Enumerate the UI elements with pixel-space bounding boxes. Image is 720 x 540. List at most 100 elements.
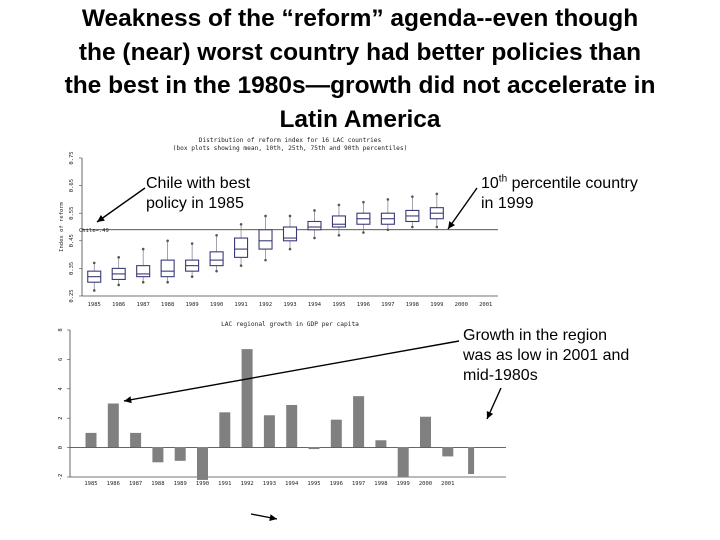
x-tick-label: 2001 bbox=[479, 302, 492, 308]
x-tick-label: 1992 bbox=[240, 481, 253, 487]
box-p90-point bbox=[264, 214, 267, 218]
x-tick-label: 1996 bbox=[357, 302, 370, 308]
box-p90-point bbox=[288, 214, 292, 218]
box-p10-point bbox=[313, 236, 316, 240]
x-tick-label: 1993 bbox=[283, 302, 296, 308]
box-p10-point bbox=[239, 264, 243, 267]
bar bbox=[442, 447, 454, 457]
box-p10-point bbox=[92, 289, 96, 292]
box-p10-point bbox=[362, 231, 365, 234]
box-p10-point bbox=[264, 258, 267, 262]
bar bbox=[152, 447, 164, 463]
bar bbox=[85, 432, 97, 448]
box-p10-point bbox=[190, 275, 194, 278]
x-tick-label: 2000 bbox=[455, 302, 468, 308]
box-p90-point bbox=[337, 203, 341, 207]
x-tick-label: 1987 bbox=[129, 481, 142, 487]
y-tick-label: 4 bbox=[58, 386, 64, 390]
box-p90-point bbox=[313, 209, 316, 212]
tenth-percentile-arrow-head bbox=[448, 221, 456, 229]
box-p10-point bbox=[166, 280, 169, 284]
x-tick-label: 1988 bbox=[161, 302, 174, 308]
box bbox=[136, 265, 151, 278]
stray-arrow-head bbox=[269, 514, 277, 522]
box bbox=[331, 215, 346, 228]
x-tick-label: 1991 bbox=[218, 481, 231, 487]
box-p10-point bbox=[411, 225, 414, 229]
x-tick-label: 1988 bbox=[151, 481, 164, 487]
bar bbox=[241, 349, 253, 448]
bar bbox=[107, 403, 119, 448]
bar bbox=[353, 396, 365, 448]
x-tick-label: 1989 bbox=[174, 481, 187, 487]
x-tick-label: 1999 bbox=[397, 481, 410, 487]
box-p90-point bbox=[386, 198, 390, 201]
y-tick-label: 2 bbox=[58, 417, 64, 420]
title-line: Weakness of the “reform” agenda--even th… bbox=[81, 5, 639, 32]
slide-title: Weakness of the “reform” agenda--even th… bbox=[0, 2, 720, 136]
x-tick-label: 2001 bbox=[441, 481, 454, 487]
chile-arrow bbox=[96, 187, 146, 223]
box-p90-point bbox=[141, 247, 145, 251]
box-p10-point bbox=[288, 247, 292, 251]
x-tick-label: 1985 bbox=[88, 302, 101, 308]
box bbox=[209, 251, 224, 267]
bar bbox=[130, 432, 142, 448]
title-line: the best in the 1980s—growth did not acc… bbox=[64, 72, 656, 99]
x-tick-label: 1990 bbox=[210, 302, 223, 308]
box-p90-point bbox=[362, 200, 365, 204]
x-tick-label: 2000 bbox=[419, 481, 432, 487]
box bbox=[160, 259, 175, 278]
y-tick-label: 0.75 bbox=[69, 151, 75, 164]
x-tick-label: 1987 bbox=[137, 302, 150, 308]
x-tick-label: 1998 bbox=[406, 302, 419, 308]
growth-arrow-left bbox=[123, 340, 460, 402]
bar bbox=[468, 447, 475, 475]
box-p10-point bbox=[117, 283, 121, 287]
y-tick-label: 0.45 bbox=[69, 234, 75, 247]
box-p10-point bbox=[337, 233, 341, 237]
bar bbox=[197, 447, 208, 480]
title-line: Latin America bbox=[279, 105, 441, 133]
y-tick-label: -2 bbox=[58, 474, 64, 481]
box bbox=[307, 220, 322, 231]
y-tick-label: 0.25 bbox=[69, 289, 75, 302]
box-p90-point bbox=[215, 233, 218, 237]
y-tick-label: 0.35 bbox=[69, 262, 75, 275]
bar bbox=[174, 447, 186, 461]
box-p10-point bbox=[435, 225, 439, 229]
box-p90-point bbox=[190, 242, 194, 245]
growth-annotation-line: was as low in 2001 and bbox=[463, 347, 630, 364]
y-axis-label: Index of reform bbox=[59, 201, 65, 251]
x-tick-label: 1992 bbox=[259, 302, 272, 308]
bar bbox=[219, 412, 231, 448]
chile-annotation-line: policy in 1985 bbox=[146, 195, 244, 212]
annotation-arrows bbox=[96, 187, 502, 522]
x-tick-label: 1985 bbox=[84, 481, 97, 487]
y-tick-label: 0 bbox=[58, 446, 64, 449]
x-tick-label: 1997 bbox=[381, 302, 394, 308]
box bbox=[258, 229, 273, 250]
chile-annotation-line: Chile with best bbox=[146, 175, 251, 192]
chart-subtitle: (box plots showing mean, 10th, 25th, 75t… bbox=[173, 145, 408, 152]
x-tick-label: 1986 bbox=[112, 302, 125, 308]
x-tick-label: 1990 bbox=[196, 481, 209, 487]
box-p90-point bbox=[239, 222, 243, 226]
box-p90-point bbox=[435, 192, 439, 196]
y-tick-label: 6 bbox=[58, 358, 64, 361]
box bbox=[234, 237, 249, 258]
x-tick-label: 1996 bbox=[330, 481, 343, 487]
x-tick-label: 1989 bbox=[185, 302, 198, 308]
box-p10-point bbox=[141, 280, 145, 284]
x-tick-label: 1986 bbox=[107, 481, 120, 487]
y-tick-label: 0.55 bbox=[69, 207, 75, 220]
x-tick-label: 1994 bbox=[308, 302, 322, 308]
tenth-percentile-line: 10th percentile country bbox=[481, 173, 638, 192]
chart-title: LAC regional growth in GDP per capita bbox=[221, 321, 359, 328]
tenth-percentile-line: in 1999 bbox=[481, 195, 534, 212]
title-line: the (near) worst country had better poli… bbox=[78, 38, 642, 66]
growth-annotation: Growth in the region was as low in 2001 … bbox=[463, 326, 629, 386]
x-tick-label: 1991 bbox=[234, 302, 247, 308]
box-p10-point bbox=[215, 269, 218, 273]
